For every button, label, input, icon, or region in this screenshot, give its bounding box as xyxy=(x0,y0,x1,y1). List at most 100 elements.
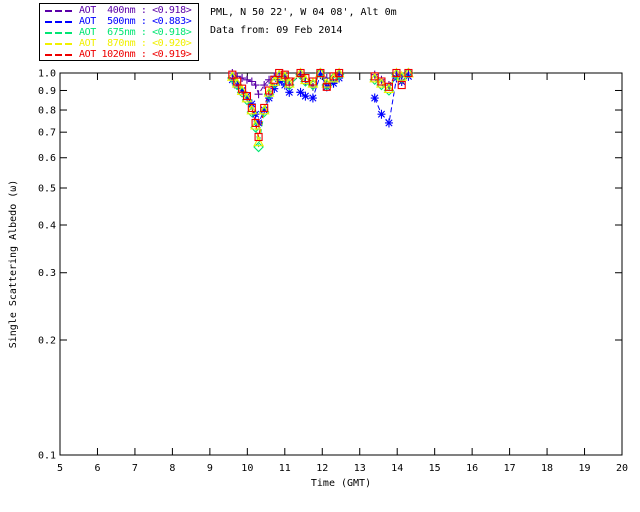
marker-asterisk xyxy=(316,70,325,80)
marker-triangle xyxy=(369,72,381,83)
x-tick-label: 19 xyxy=(579,463,591,474)
marker-square xyxy=(316,68,325,78)
marker-asterisk xyxy=(384,118,393,128)
marker-square xyxy=(335,68,344,78)
marker-square xyxy=(238,84,247,93)
legend-entry: AOT 400nm : <0.918> xyxy=(40,5,198,16)
marker-asterisk xyxy=(285,87,294,97)
marker-square xyxy=(322,82,331,91)
data-date: Data from: 09 Feb 2014 xyxy=(210,25,343,36)
plot-frame xyxy=(59,72,623,456)
marker-plus xyxy=(251,81,260,90)
x-tick-label: 6 xyxy=(94,463,100,474)
x-tick-label: 16 xyxy=(466,463,478,474)
marker-plus xyxy=(247,77,256,86)
legend-entry-label: AOT 400nm : <0.918> xyxy=(79,5,192,16)
marker-square xyxy=(370,72,379,81)
marker-square xyxy=(247,103,256,113)
x-tick-label: 12 xyxy=(316,463,328,474)
legend-dash-sample xyxy=(45,53,74,56)
y-axis-label: Single Scattering Albedo (ω) xyxy=(8,180,19,349)
marker-square xyxy=(275,68,284,78)
marker-square xyxy=(404,68,413,78)
marker-triangle xyxy=(241,92,253,103)
marker-asterisk xyxy=(370,93,379,103)
marker-triangle xyxy=(258,104,270,115)
marker-triangle xyxy=(226,70,238,81)
y-tick-label: 0.3 xyxy=(38,268,56,279)
marker-square xyxy=(296,68,305,78)
marker-square xyxy=(260,103,269,113)
y-tick-label: 1.0 xyxy=(38,69,56,80)
marker-square xyxy=(270,75,279,84)
x-tick-label: 7 xyxy=(132,463,138,474)
marker-triangle xyxy=(268,75,280,86)
marker-square xyxy=(251,118,260,128)
legend-dash-sample xyxy=(45,20,74,23)
x-tick-label: 8 xyxy=(169,463,175,474)
legend-entry-label: AOT 675nm : <0.918> xyxy=(79,27,192,38)
y-tick-label: 0.1 xyxy=(38,451,56,462)
y-tick-label: 0.7 xyxy=(38,128,56,139)
y-tick-label: 0.8 xyxy=(38,106,56,117)
marker-square xyxy=(233,77,242,86)
marker-triangle xyxy=(236,84,248,95)
marker-square xyxy=(265,86,274,95)
y-tick-label: 0.6 xyxy=(38,153,56,164)
legend-entry: AOT 1020nm : <0.919> xyxy=(40,49,198,60)
marker-triangle xyxy=(246,104,258,115)
legend-entry-label: AOT 870nm : <0.920> xyxy=(79,38,192,49)
marker-triangle xyxy=(299,74,311,85)
legend-entry-label: AOT 1020nm : <0.919> xyxy=(79,49,192,60)
y-tick-label: 0.4 xyxy=(38,221,56,232)
legend-entry-label: AOT 500nm : <0.883> xyxy=(79,16,192,27)
marker-square xyxy=(280,70,289,79)
legend-entry: AOT 870nm : <0.920> xyxy=(40,38,198,49)
marker-plus xyxy=(260,81,269,90)
legend-dash-sample xyxy=(45,31,74,34)
marker-triangle xyxy=(231,77,243,88)
marker-asterisk xyxy=(377,109,386,119)
marker-square xyxy=(377,77,386,86)
x-tick-label: 18 xyxy=(541,463,553,474)
marker-square xyxy=(242,92,252,101)
marker-triangle xyxy=(307,77,319,88)
x-tick-label: 10 xyxy=(241,463,253,474)
marker-triangle xyxy=(383,82,395,93)
marker-square xyxy=(397,80,406,90)
legend-entry: AOT 500nm : <0.883> xyxy=(40,16,198,27)
x-axis-label: Time (GMT) xyxy=(311,478,371,489)
marker-asterisk xyxy=(238,85,247,95)
marker-square xyxy=(308,77,317,86)
station-title: PML, N 50 22', W 04 08', Alt 0m xyxy=(210,7,397,18)
marker-plus xyxy=(254,90,263,99)
marker-triangle xyxy=(253,136,264,147)
marker-square xyxy=(384,82,394,91)
marker-asterisk xyxy=(260,105,269,115)
x-tick-label: 11 xyxy=(279,463,291,474)
marker-asterisk xyxy=(296,87,305,97)
marker-triangle xyxy=(263,86,275,97)
marker-plus xyxy=(242,75,251,84)
marker-asterisk xyxy=(270,84,279,94)
legend-box: AOT 400nm : <0.918> AOT 500nm : <0.883> AO… xyxy=(39,3,199,61)
x-tick-label: 9 xyxy=(207,463,213,474)
legend-dash-sample xyxy=(45,42,74,45)
y-tick-label: 0.5 xyxy=(38,183,56,194)
marker-square xyxy=(285,77,294,86)
marker-triangle xyxy=(283,77,295,88)
marker-asterisk xyxy=(301,91,310,101)
marker-triangle xyxy=(250,119,261,130)
marker-plus xyxy=(265,75,274,84)
legend-entry: AOT 675nm : <0.918> xyxy=(40,27,198,38)
x-tick-label: 14 xyxy=(391,463,403,474)
marker-triangle xyxy=(328,72,339,83)
marker-asterisk xyxy=(308,93,317,103)
x-tick-label: 5 xyxy=(57,463,63,474)
marker-triangle xyxy=(376,77,387,88)
marker-square xyxy=(392,68,401,78)
marker-square xyxy=(254,132,263,142)
y-tick-label: 0.2 xyxy=(38,336,56,347)
